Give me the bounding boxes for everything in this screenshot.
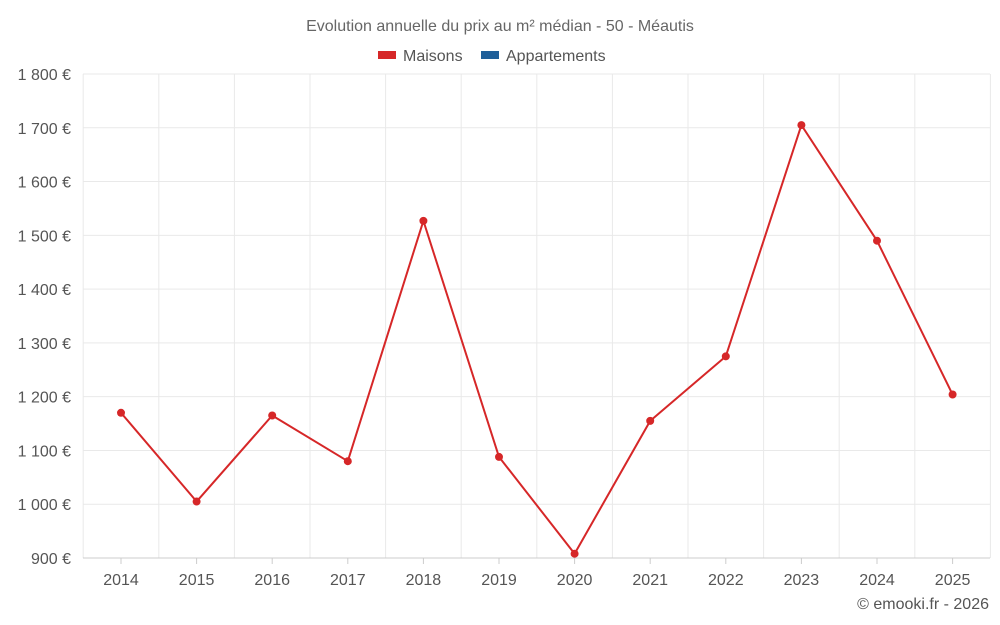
x-axis-ticks (120, 558, 954, 564)
legend-swatch-appartements (481, 51, 499, 59)
data-point[interactable] (268, 411, 277, 420)
x-tick-label: 2015 (179, 572, 215, 589)
data-point[interactable] (343, 457, 352, 466)
data-point[interactable] (419, 216, 428, 225)
x-tick-label: 2020 (557, 572, 593, 589)
data-point[interactable] (570, 549, 579, 558)
series-line-maisons (120, 124, 954, 555)
x-tick-label: 2019 (481, 572, 517, 589)
y-tick-label: 1 100 € (18, 443, 71, 460)
y-tick-label: 1 600 € (18, 175, 71, 192)
x-tick-label: 2025 (935, 572, 971, 589)
y-tick-label: 1 200 € (18, 390, 71, 407)
y-tick-label: 1 400 € (18, 282, 71, 299)
data-point[interactable] (797, 121, 806, 130)
data-point[interactable] (948, 390, 957, 399)
chart-title: Evolution annuelle du prix au m² médian … (306, 18, 694, 35)
x-gridlines (82, 74, 991, 558)
y-axis-labels: 900 € 1 000 € 1 100 € 1 200 € 1 300 € 1 400 €… (18, 67, 71, 568)
legend: Maisons Appartements (378, 48, 606, 65)
x-tick-label: 2017 (330, 572, 366, 589)
legend-item-maisons[interactable]: Maisons (378, 48, 463, 65)
legend-label-appartements: Appartements (506, 48, 606, 65)
data-point[interactable] (873, 236, 881, 245)
data-point[interactable] (495, 452, 503, 461)
y-tick-label: 1 800 € (18, 67, 71, 84)
data-point[interactable] (721, 352, 730, 361)
series-maisons (117, 121, 957, 558)
legend-item-appartements[interactable]: Appartements (481, 48, 606, 65)
y-tick-label: 1 700 € (18, 121, 71, 138)
y-tick-label: 900 € (31, 551, 71, 568)
data-point[interactable] (192, 497, 201, 506)
x-tick-label: 2024 (859, 572, 895, 589)
y-tick-label: 1 000 € (18, 497, 71, 514)
x-tick-label: 2014 (103, 572, 139, 589)
legend-swatch-maisons (378, 51, 396, 59)
data-point[interactable] (646, 416, 655, 425)
y-tick-label: 1 300 € (18, 336, 71, 353)
y-tick-label: 1 500 € (18, 228, 71, 245)
x-tick-label: 2018 (406, 572, 442, 589)
x-axis-labels: 2014 2015 2016 2017 2018 2019 2020 2021 2022 2023… (103, 572, 970, 589)
x-tick-label: 2022 (708, 572, 744, 589)
credit-text: © emooki.fr - 2026 (857, 596, 989, 613)
x-tick-label: 2016 (254, 572, 290, 589)
x-tick-label: 2021 (632, 572, 668, 589)
legend-label-maisons: Maisons (403, 48, 463, 65)
x-tick-label: 2023 (784, 572, 820, 589)
data-point[interactable] (117, 408, 125, 417)
